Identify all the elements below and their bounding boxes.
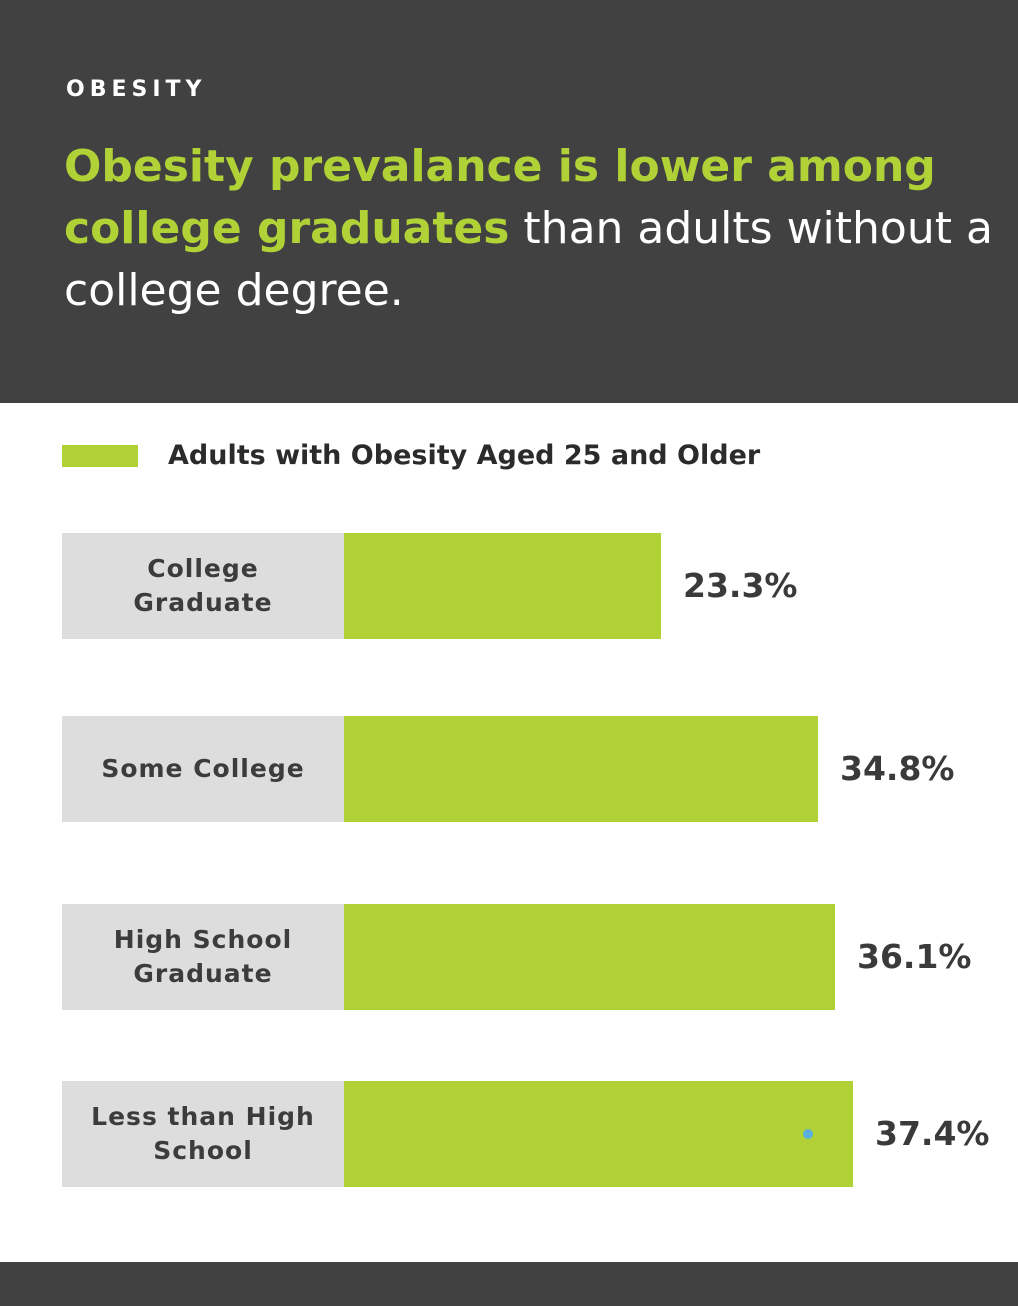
value-label: 36.1% <box>857 937 972 976</box>
bar <box>344 904 835 1010</box>
value-label: 34.8% <box>840 749 955 788</box>
headline-rest: than adults without a college degree. <box>64 203 993 316</box>
headline-highlight: Obesity prevalance is lower among colleg… <box>64 141 936 254</box>
category-label: Some College <box>62 716 344 822</box>
value-label: 37.4% <box>875 1114 990 1153</box>
bar <box>344 716 818 822</box>
category-label: Less than High School <box>62 1081 344 1187</box>
bar <box>344 533 661 639</box>
value-label: 23.3% <box>683 566 798 605</box>
legend-label: Adults with Obesity Aged 25 and Older <box>168 440 761 471</box>
footer-band <box>0 1262 1018 1306</box>
header-banner: OBESITY Obesity prevalance is lower amon… <box>0 0 1018 403</box>
headline: Obesity prevalance is lower among colleg… <box>64 136 994 322</box>
category-label: High School Graduate <box>62 904 344 1010</box>
legend-swatch <box>62 445 138 467</box>
bar <box>344 1081 853 1187</box>
section-eyebrow: OBESITY <box>66 77 207 102</box>
category-label: College Graduate <box>62 533 344 639</box>
marker-dot <box>803 1129 813 1139</box>
